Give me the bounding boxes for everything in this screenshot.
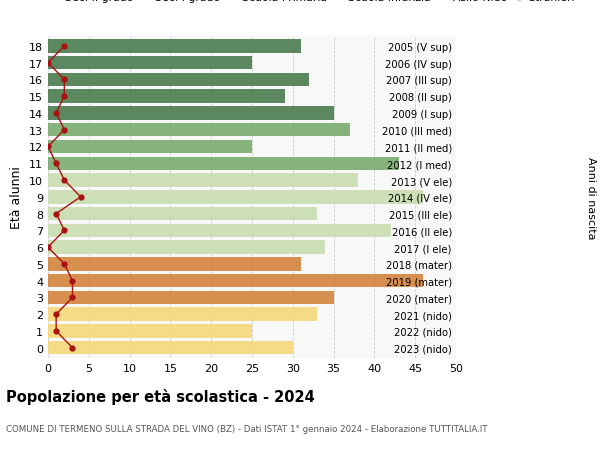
- Y-axis label: Età alunni: Età alunni: [10, 166, 23, 229]
- Bar: [48, 57, 252, 70]
- Bar: [48, 341, 293, 355]
- Bar: [48, 124, 350, 137]
- Bar: [48, 308, 317, 321]
- Bar: [48, 291, 334, 304]
- Bar: [48, 73, 309, 87]
- Bar: [48, 257, 301, 271]
- Bar: [48, 224, 391, 238]
- Bar: [48, 90, 284, 104]
- Bar: [48, 140, 252, 154]
- Bar: [48, 325, 252, 338]
- Legend: Sec. II grado, Sec. I grado, Scuola Primaria, Scuola Infanzia, Asilo Nido, Stran: Sec. II grado, Sec. I grado, Scuola Prim…: [49, 0, 575, 3]
- Bar: [48, 190, 424, 204]
- Bar: [48, 157, 399, 171]
- Bar: [48, 40, 301, 53]
- Bar: [48, 207, 317, 221]
- Bar: [48, 241, 325, 254]
- Bar: [48, 174, 358, 187]
- Bar: [48, 274, 424, 288]
- Bar: [48, 107, 334, 120]
- Text: Popolazione per età scolastica - 2024: Popolazione per età scolastica - 2024: [6, 388, 315, 404]
- Text: COMUNE DI TERMENO SULLA STRADA DEL VINO (BZ) - Dati ISTAT 1° gennaio 2024 - Elab: COMUNE DI TERMENO SULLA STRADA DEL VINO …: [6, 425, 487, 434]
- Text: Anni di nascita: Anni di nascita: [586, 156, 596, 239]
